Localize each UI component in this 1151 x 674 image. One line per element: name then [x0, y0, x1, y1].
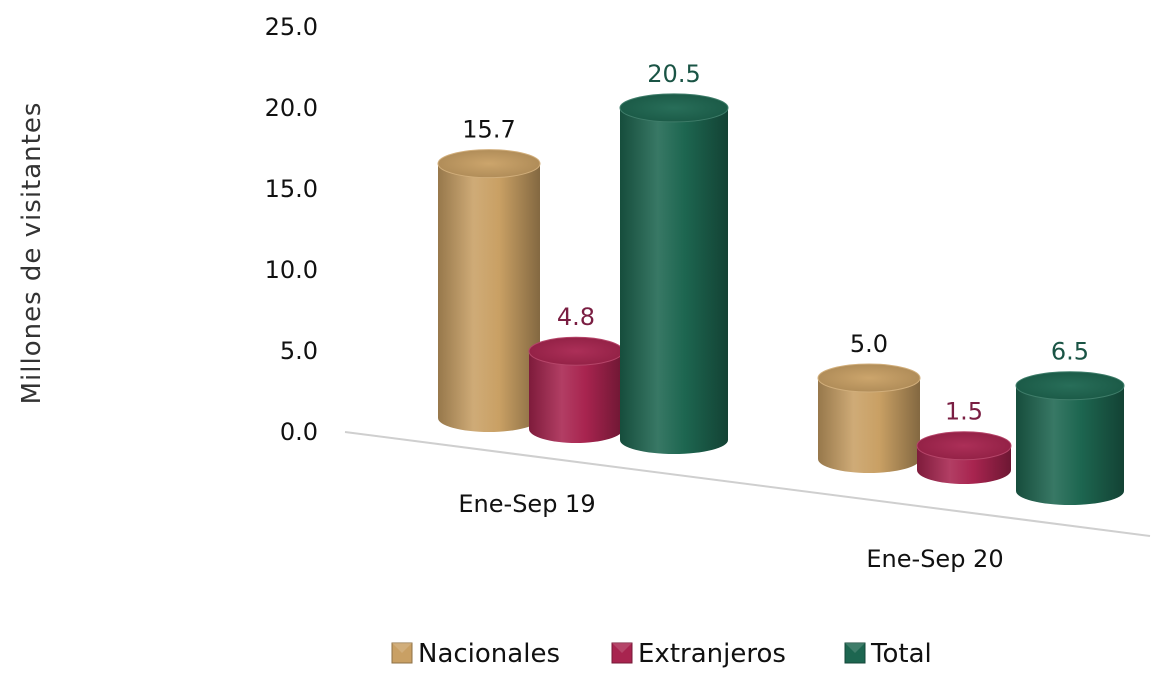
y-axis-title: Millones de visitantes — [17, 102, 47, 405]
legend-item-total: Total — [844, 639, 932, 669]
legend-label: Total — [870, 639, 932, 669]
legend-label: Nacionales — [418, 639, 560, 669]
bar-total-1 — [619, 93, 729, 455]
legend-label: Extranjeros — [638, 639, 786, 669]
bars — [437, 93, 1125, 505]
data-label: 6.5 — [1051, 338, 1089, 366]
bar-nacionales-2 — [817, 363, 921, 473]
y-tick-label: 10.0 — [265, 256, 318, 284]
category-labels: Ene-Sep 19 Ene-Sep 20 — [458, 490, 1003, 573]
data-label: 5.0 — [850, 330, 888, 358]
data-label: 15.7 — [462, 116, 515, 144]
floor-line — [344, 431, 1151, 537]
y-axis: 0.0 5.0 10.0 15.0 20.0 25.0 — [265, 13, 318, 446]
x-tick-label: Ene-Sep 20 — [866, 545, 1003, 573]
data-label: 1.5 — [945, 398, 983, 426]
bar-extranjeros-2 — [916, 431, 1012, 484]
legend-item-extranjeros: Extranjeros — [611, 639, 786, 669]
data-label: 4.8 — [557, 303, 595, 331]
x-tick-label: Ene-Sep 19 — [458, 490, 595, 518]
y-tick-label: 5.0 — [280, 337, 318, 365]
y-tick-label: 15.0 — [265, 175, 318, 203]
y-tick-label: 25.0 — [265, 13, 318, 41]
y-tick-label: 0.0 — [280, 418, 318, 446]
data-label: 20.5 — [647, 60, 700, 88]
legend-item-nacionales: Nacionales — [391, 639, 560, 669]
bar-nacionales-1 — [437, 149, 541, 432]
bar-total-2 — [1015, 371, 1125, 505]
bar-extranjeros-1 — [528, 336, 624, 443]
legend: Nacionales Extranjeros Total — [391, 639, 932, 669]
y-tick-label: 20.0 — [265, 94, 318, 122]
value-labels: 15.7 4.8 20.5 5.0 1.5 6.5 — [462, 60, 1089, 426]
